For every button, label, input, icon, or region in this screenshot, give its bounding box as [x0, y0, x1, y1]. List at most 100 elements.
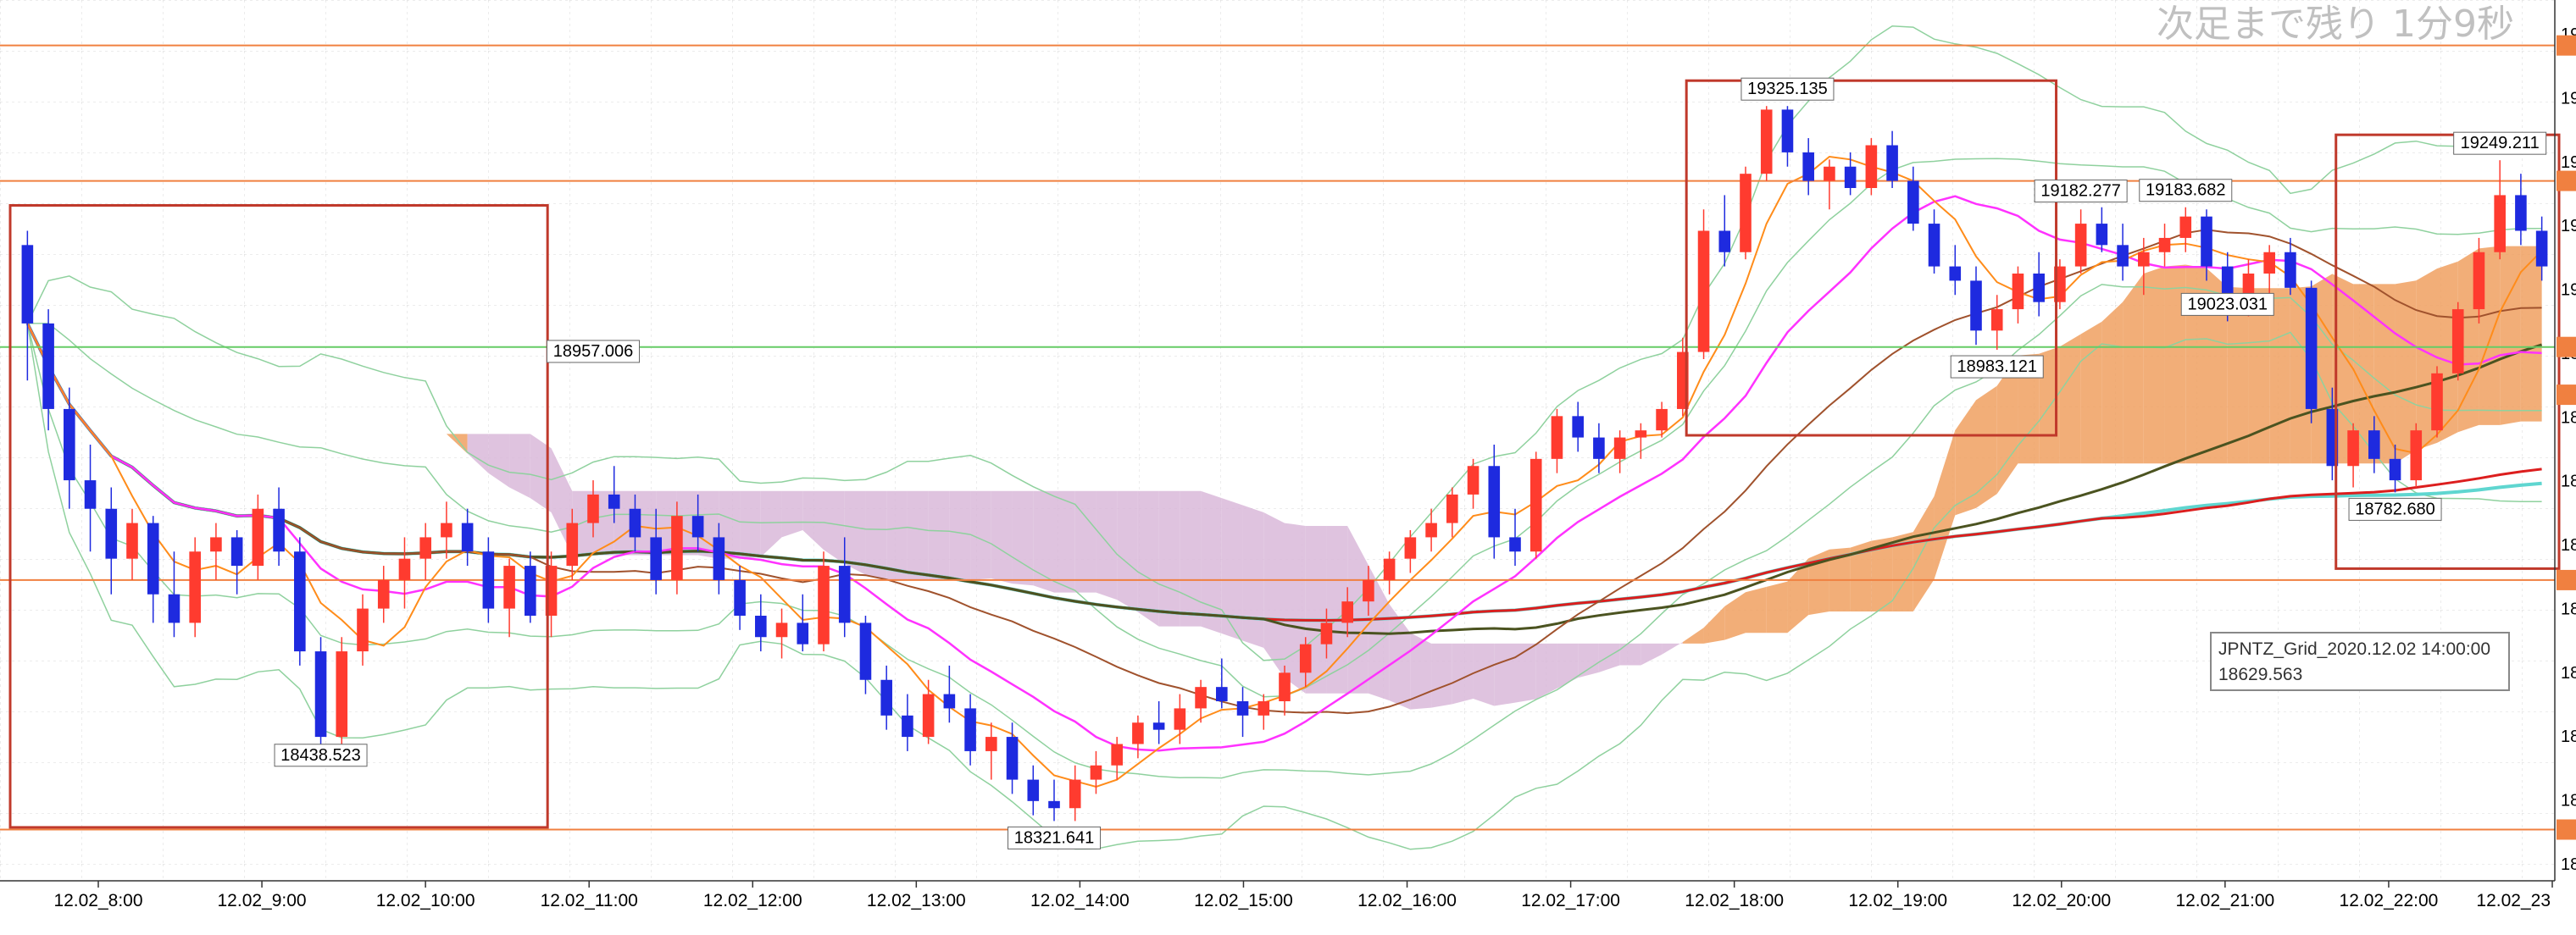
candle-body	[1236, 701, 1249, 716]
highlight-box	[8, 204, 549, 829]
candle	[1446, 487, 1458, 538]
price-label-box	[1950, 355, 2044, 379]
candle	[2515, 174, 2527, 246]
candle-body	[2431, 373, 2443, 431]
cloud-segment	[1619, 643, 1641, 666]
price-label-box	[547, 340, 640, 363]
candle-body	[168, 594, 180, 623]
candle	[2201, 209, 2212, 281]
candle-body	[1697, 230, 1710, 352]
candle	[2347, 423, 2359, 488]
price-label: 18438.523	[274, 744, 368, 767]
candle-body	[734, 579, 746, 616]
candle-body	[441, 523, 452, 538]
candle-body	[1467, 466, 1480, 495]
candle	[1216, 658, 1228, 709]
cloud-segment	[1746, 586, 1767, 633]
candle	[902, 694, 913, 751]
candle	[691, 494, 704, 552]
cloud-segment	[991, 490, 1013, 584]
candle	[629, 494, 641, 552]
candle-body	[525, 566, 536, 616]
price-label: 18983.121	[1950, 355, 2044, 379]
candle	[2033, 252, 2045, 317]
candle	[985, 722, 997, 780]
candle	[105, 487, 118, 595]
cloud-segment	[1410, 633, 1432, 710]
time-tick-label: 12.02_21:00	[2175, 891, 2274, 910]
candle-body	[273, 508, 285, 552]
candle-body	[1865, 145, 1878, 188]
candle-body	[1174, 708, 1186, 730]
candle-body	[1990, 309, 2003, 331]
time-tick-label: 12.02_10:00	[376, 891, 475, 910]
candle-body	[1635, 430, 1647, 438]
cloud-segment	[1452, 643, 1474, 705]
candle-body	[1132, 722, 1144, 744]
price-axis-tag	[2557, 819, 2576, 840]
candle	[734, 566, 746, 630]
candle-body	[294, 551, 306, 652]
candle	[1363, 566, 1374, 616]
candle	[230, 530, 243, 595]
candle-body	[608, 494, 620, 509]
candle-body	[2179, 216, 2192, 238]
candle-body	[1844, 166, 1857, 188]
candle	[1635, 423, 1647, 459]
highlight-boxes	[8, 79, 2561, 829]
candle-body	[1656, 408, 1668, 431]
cloud-segment	[1535, 643, 1557, 700]
price-axis-label: 18	[2561, 855, 2576, 874]
cloud-segment	[740, 490, 761, 559]
candle	[1132, 715, 1144, 759]
horizontal-levels	[0, 44, 2555, 831]
time-tick-label: 12.02_12:00	[703, 891, 802, 910]
price-label-text: 19325.135	[1747, 80, 1828, 98]
cloud-segment	[760, 490, 782, 557]
highlight-box	[1685, 79, 2058, 437]
candle-body	[2096, 224, 2108, 246]
cloud-segment	[2059, 334, 2081, 464]
cloud-segment	[1976, 385, 1997, 508]
candle	[964, 694, 976, 766]
cloud-segment	[1934, 430, 1956, 580]
cloud-segment	[1054, 490, 1075, 593]
candle	[2074, 209, 2087, 274]
candle	[21, 230, 34, 381]
candle	[336, 637, 348, 744]
price-label: 19249.211	[2453, 131, 2547, 155]
price-label: 19183.682	[2139, 179, 2233, 202]
candle-body	[1320, 622, 1333, 645]
candle	[1656, 401, 1668, 438]
candle	[587, 480, 599, 538]
candle-body	[1048, 800, 1060, 809]
price-axis-tag	[2557, 385, 2576, 406]
candle-body	[2535, 230, 2548, 267]
crosshair-tooltip: JPNTZ_Grid_2020.12.02 14:00:00 18629.563	[2210, 632, 2510, 691]
candle	[671, 501, 683, 595]
candle-body	[1760, 109, 1773, 174]
price-label-box	[2034, 180, 2128, 203]
candle	[818, 551, 830, 652]
cloud-segment	[928, 490, 950, 580]
candle-body	[2074, 224, 2087, 267]
candle	[1530, 451, 1542, 559]
time-tick-label: 12.02_16:00	[1357, 891, 1457, 910]
candle	[797, 594, 809, 652]
candle-body	[1740, 174, 1752, 252]
candle	[314, 637, 327, 751]
candle	[1613, 430, 1626, 473]
cloud-segment	[2395, 280, 2417, 464]
time-tick-label: 12.02_19:00	[1848, 891, 1947, 910]
cloud-segment	[1158, 490, 1180, 627]
cloud-segment	[824, 490, 845, 564]
price-label-text: 18782.680	[2355, 500, 2435, 518]
candle	[2410, 423, 2423, 488]
candle	[1509, 508, 1521, 567]
candle	[1090, 750, 1102, 794]
candle	[1760, 106, 1773, 181]
candle	[1824, 159, 1835, 210]
cloud-segment	[1662, 642, 1683, 655]
candle-body	[1802, 152, 1814, 181]
